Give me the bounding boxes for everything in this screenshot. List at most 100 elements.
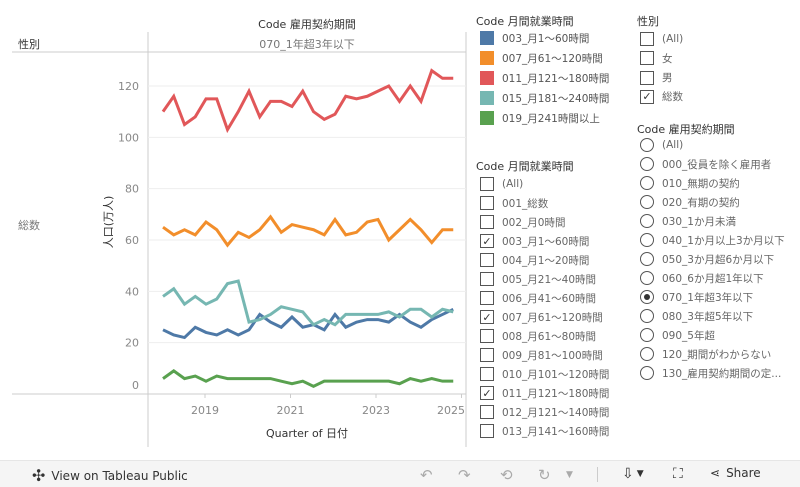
radio-button[interactable] <box>640 271 654 285</box>
legend-item[interactable]: 019_月241時間以上 <box>480 110 600 126</box>
checkbox[interactable] <box>640 32 654 46</box>
option-label: 013_月141～160時間 <box>502 425 610 438</box>
option-label: 130_雇用契約期間の定... <box>662 367 782 380</box>
legend-item[interactable]: 011_月121～180時間 <box>480 70 609 86</box>
radio-option[interactable]: 130_雇用契約期間の定... <box>640 364 781 382</box>
radio-option[interactable]: 120_期間がわからない <box>640 345 771 363</box>
y-tick-label: 0 <box>132 379 139 392</box>
checkbox[interactable] <box>480 424 494 438</box>
checkbox-option[interactable]: 001_総数 <box>480 194 548 212</box>
checkbox-option[interactable]: 012_月121～140時間 <box>480 403 609 421</box>
checkbox-option[interactable]: 008_月61～80時間 <box>480 327 596 345</box>
checkbox-option[interactable]: 002_月0時間 <box>480 213 565 231</box>
checkbox[interactable] <box>480 177 494 191</box>
legend-item[interactable]: 015_月181～240時間 <box>480 90 609 106</box>
radio-option[interactable]: 090_5年超 <box>640 326 715 344</box>
checkbox-option[interactable]: ✓ 総数 <box>640 88 683 106</box>
checkbox-option[interactable]: 男 <box>640 69 673 87</box>
y-tick-label: 100 <box>118 131 139 144</box>
radio-button[interactable] <box>640 138 654 152</box>
option-label: 010_無期の契約 <box>662 177 740 190</box>
radio-option[interactable]: 030_1か月未満 <box>640 212 736 230</box>
option-label: (All) <box>662 33 684 45</box>
y-tick-label: 60 <box>125 234 139 247</box>
checkbox-option[interactable]: 004_月1～20時間 <box>480 251 589 269</box>
x-tick-label: 2019 <box>191 404 219 417</box>
checkbox-option[interactable]: 005_月21～40時間 <box>480 270 596 288</box>
legend-label: 011_月121～180時間 <box>502 72 610 85</box>
radio-option[interactable]: 080_3年超5年以下 <box>640 307 753 325</box>
radio-option[interactable]: 060_6か月超1年以下 <box>640 269 764 287</box>
fullscreen-icon[interactable]: ⛶ <box>673 466 683 482</box>
checkbox-option[interactable]: 010_月101～120時間 <box>480 365 609 383</box>
redo-icon[interactable]: ↷ <box>458 466 471 484</box>
checkbox-option[interactable]: ✓ 011_月121～180時間 <box>480 384 609 402</box>
checkbox-option[interactable]: 013_月141～160時間 <box>480 422 609 440</box>
radio-button[interactable] <box>640 252 654 266</box>
checkbox[interactable] <box>480 253 494 267</box>
checkbox[interactable] <box>480 272 494 286</box>
bottom-toolbar: ✣ View on Tableau Public ↶ ↷ ⟲ ↻ ▼ ⇩ ▼ ⛶ … <box>0 460 800 487</box>
radio-button[interactable] <box>640 233 654 247</box>
checkbox[interactable] <box>480 348 494 362</box>
radio-button[interactable] <box>640 309 654 323</box>
checkbox-option[interactable]: 006_月41～60時間 <box>480 289 596 307</box>
option-label: (All) <box>662 139 684 151</box>
legend-item[interactable]: 007_月61～120時間 <box>480 50 603 66</box>
radio-button[interactable] <box>640 176 654 190</box>
checkbox[interactable] <box>480 405 494 419</box>
option-label: 男 <box>662 72 673 85</box>
legend-label: 015_月181～240時間 <box>502 92 610 105</box>
option-label: 009_月81～100時間 <box>502 349 603 362</box>
tableau-logo-icon: ✣ <box>32 466 46 485</box>
radio-button[interactable] <box>640 157 654 171</box>
radio-option[interactable]: 040_1か月以上3か月以下 <box>640 231 785 249</box>
radio-option[interactable]: 020_有期の契約 <box>640 193 740 211</box>
radio-button[interactable] <box>640 347 654 361</box>
radio-option[interactable]: 050_3か月超6か月以下 <box>640 250 774 268</box>
checkbox-option[interactable]: (All) <box>640 30 683 48</box>
checkbox[interactable] <box>640 70 654 85</box>
column-title: Code 雇用契約期間 <box>258 18 356 31</box>
checkbox[interactable]: ✓ <box>480 310 494 324</box>
radio-button[interactable] <box>640 195 654 209</box>
radio-option[interactable]: (All) <box>640 136 683 154</box>
column-value: 070_1年超3年以下 <box>259 38 355 51</box>
checkbox-option[interactable]: (All) <box>480 175 523 193</box>
radio-option[interactable]: 070_1年超3年以下 <box>640 288 753 306</box>
checkbox[interactable] <box>640 51 654 66</box>
checkbox-option[interactable]: ✓ 003_月1～60時間 <box>480 232 589 250</box>
radio-button[interactable] <box>640 290 654 304</box>
refresh-icon[interactable]: ↻ <box>538 466 551 484</box>
radio-button[interactable] <box>640 366 654 380</box>
checkbox[interactable] <box>480 291 494 305</box>
checkbox-option[interactable]: 009_月81～100時間 <box>480 346 603 364</box>
undo-icon[interactable]: ↶ <box>420 466 433 484</box>
download-button[interactable]: ⇩ ▼ <box>622 466 644 482</box>
checkbox[interactable] <box>480 367 494 381</box>
checkbox-option[interactable]: ✓ 007_月61～120時間 <box>480 308 603 326</box>
option-label: 040_1か月以上3か月以下 <box>662 234 785 247</box>
checkbox[interactable]: ✓ <box>480 234 494 248</box>
revert-icon[interactable]: ⟲ <box>500 466 513 484</box>
legend-label: 003_月1～60時間 <box>502 32 590 45</box>
option-label: 011_月121～180時間 <box>502 387 610 400</box>
pause-dropdown-icon[interactable]: ▼ <box>566 470 573 480</box>
legend-item[interactable]: 003_月1～60時間 <box>480 30 589 46</box>
sex-filter-title: 性別 <box>637 15 659 28</box>
checkbox[interactable]: ✓ <box>640 89 654 104</box>
checkbox[interactable] <box>480 215 494 229</box>
share-button[interactable]: ⋖ Share <box>710 466 761 480</box>
checkbox[interactable] <box>480 196 494 210</box>
radio-option[interactable]: 010_無期の契約 <box>640 174 740 192</box>
view-on-tableau-button[interactable]: ✣ View on Tableau Public <box>32 466 188 485</box>
checkbox[interactable] <box>480 329 494 343</box>
option-label: 050_3か月超6か月以下 <box>662 253 775 266</box>
checkbox[interactable]: ✓ <box>480 386 494 400</box>
checkbox-option[interactable]: 女 <box>640 49 673 67</box>
radio-button[interactable] <box>640 328 654 342</box>
radio-option[interactable]: 000_役員を除く雇用者 <box>640 155 771 173</box>
radio-button[interactable] <box>640 214 654 228</box>
option-label: 060_6か月超1年以下 <box>662 272 764 285</box>
x-tick-label: 2021 <box>277 404 305 417</box>
